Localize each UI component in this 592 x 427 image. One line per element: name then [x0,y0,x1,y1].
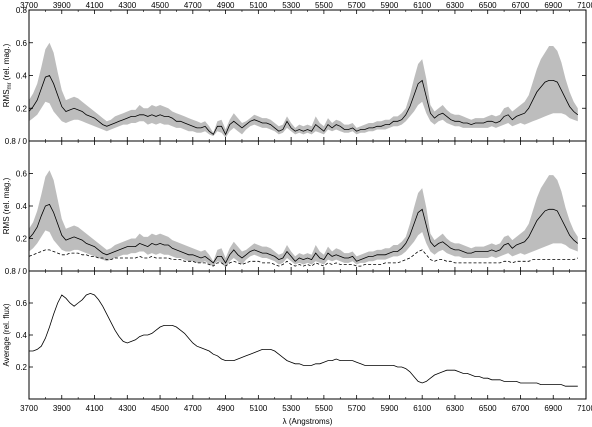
bottom-xtick-label-10: 5700 [348,404,366,413]
top-xtick-label-8: 5300 [282,1,300,10]
top-xtick-label-11: 5900 [381,1,399,10]
rms-ylabel-part-0: RMS [2,216,11,234]
top-xtick-label-15: 6700 [512,1,530,10]
average-top-label: 0.8 / 0 [5,267,28,276]
bottom-xtick-label-14: 6500 [479,404,497,413]
top-xtick-label-0: 3700 [20,1,38,10]
top-xtick-label-1: 3900 [53,1,71,10]
top-xtick-label-7: 5100 [249,1,267,10]
rms-mr-ylabel-part-0: RMS [2,89,11,107]
rms-top-label: 0.8 / 0 [5,137,28,146]
rms-ytick-label-2: 0.6 [16,170,28,179]
rms-ytick-label-1: 0.4 [16,202,28,211]
rms-mr-ylabel-part-2: (rel. mag.) [2,43,11,82]
average-series-0-line [29,292,578,387]
rms-series-2-line [28,249,578,267]
bottom-xtick-label-4: 4500 [151,404,169,413]
top-xtick-label-6: 4900 [217,1,235,10]
average-ytick-label-0: 0.2 [16,363,28,372]
x-axis-label: λ (Angstroms) [283,417,333,426]
bottom-xtick-label-8: 5300 [282,404,300,413]
average-ytick-label-1: 0.4 [16,331,28,340]
bottom-xtick-label-1: 3900 [53,404,71,413]
top-xtick-label-2: 4100 [86,1,104,10]
bottom-xtick-label-17: 7100 [577,404,592,413]
bottom-xtick-label-5: 4700 [184,404,202,413]
top-xtick-label-3: 4300 [118,1,136,10]
rms-mr-ytick-label-0: 0.2 [16,104,28,113]
top-xtick-label-10: 5700 [348,1,366,10]
bottom-xtick-label-15: 6700 [512,404,530,413]
bottom-xtick-label-6: 4900 [217,404,235,413]
rms-ylabel: RMS (rel. mag.) [2,177,11,234]
bottom-xtick-label-16: 6900 [544,404,562,413]
average-ytick-label-2: 0.6 [16,299,28,308]
bottom-xtick-label-11: 5900 [381,404,399,413]
top-xtick-label-13: 6300 [446,1,464,10]
bottom-xtick-label-7: 5100 [249,404,267,413]
bottom-xtick-label-9: 5500 [315,404,333,413]
bottom-xtick-label-12: 6100 [413,404,431,413]
average-ylabel: Average (rel. flux) [2,303,11,366]
rms-mr-ytick-label-2: 0.6 [16,39,28,48]
average-frame [28,270,587,400]
top-xtick-label-14: 6500 [479,1,497,10]
top-xtick-label-9: 5500 [315,1,333,10]
rms-series-1-line [28,203,579,264]
top-xtick-label-16: 6900 [544,1,562,10]
rms-mr-ytick-label-3: 0.8 [16,6,28,15]
rms-mr-ylabel-part-1: mr [7,82,13,89]
top-xtick-label-17: 7100 [577,1,592,10]
top-xtick-label-12: 6100 [413,1,431,10]
rms-series-0-band [29,170,578,268]
average-ylabel-part-0: Average [2,336,11,366]
rms-ytick-label-0: 0.2 [16,235,28,244]
rms-mr-series-1-line [28,74,579,136]
rms-mr-ylabel: RMSmr (rel. mag.) [2,43,13,107]
top-xtick-label-4: 4500 [151,1,169,10]
bottom-xtick-label-13: 6300 [446,404,464,413]
bottom-xtick-label-3: 4300 [118,404,136,413]
rms-mr-ytick-label-1: 0.4 [16,72,28,81]
average-ylabel-part-2: (rel. flux) [2,303,11,337]
rms-mr-series-0-band [29,42,578,138]
rms-ylabel-part-2: (rel. mag.) [2,177,11,216]
bottom-xtick-label-0: 3700 [20,404,38,413]
top-xtick-label-5: 4700 [184,1,202,10]
bottom-xtick-label-2: 4100 [86,404,104,413]
